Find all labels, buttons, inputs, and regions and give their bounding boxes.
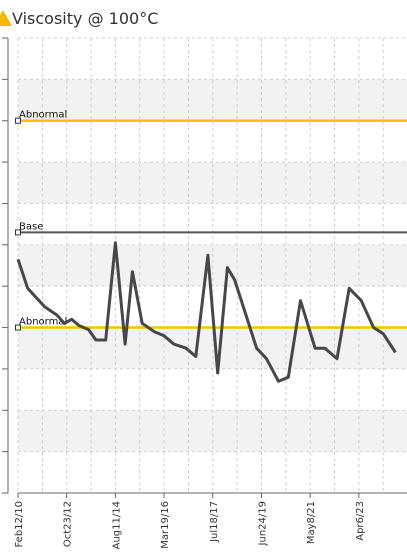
chart-title: Viscosity @ 100°C <box>12 9 158 28</box>
x-tick-label: Apr6/23 <box>355 501 366 541</box>
reference-marker <box>15 229 21 236</box>
series-line <box>16 241 397 383</box>
reference-marker <box>15 324 21 331</box>
x-tick-label: Jul18/17 <box>209 501 220 543</box>
x-tick-label: Aug11/14 <box>111 501 122 549</box>
reference-label: Abnormal <box>19 110 67 121</box>
x-tick-label: Feb12/10 <box>14 501 25 548</box>
x-tick-label: Mar19/16 <box>160 501 171 549</box>
reference-marker <box>15 117 21 124</box>
warning-triangle-icon <box>0 10 12 26</box>
x-tick-label: Oct23/12 <box>63 501 74 547</box>
x-tick-label: Jun24/19 <box>258 501 269 546</box>
x-tick-label: May8/21 <box>306 501 317 544</box>
x-axis: Feb12/10 Oct23/12 Aug11/14 Mar19/16 Jul18/17… <box>14 492 407 549</box>
reference-label: Base <box>19 221 43 232</box>
warning-triangle-shape <box>0 10 12 26</box>
reference-label: Abnormal <box>19 317 67 328</box>
series-lines <box>16 241 397 383</box>
